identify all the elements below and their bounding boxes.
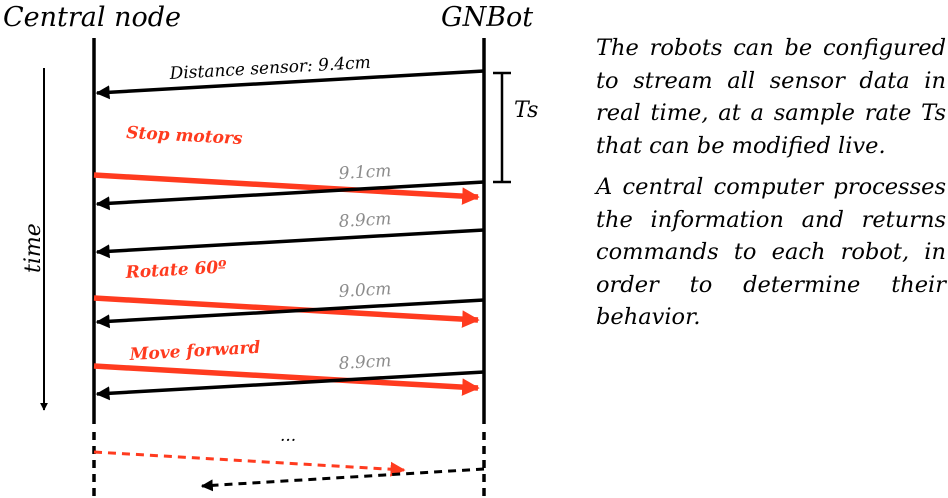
sequence-diagram: Central node GNBot time Ts Distance sens… <box>3 2 538 498</box>
description-paragraph-1: The robots can be configured to stream a… <box>596 35 946 159</box>
command-arrow-rotate <box>93 295 480 328</box>
future-command-arrow <box>93 450 406 477</box>
time-axis-label: time <box>21 223 46 273</box>
sensor-arrow-1 <box>95 69 485 100</box>
sensor-label-5: 8.9cm <box>338 351 392 374</box>
ts-label: Ts <box>514 98 538 123</box>
future-sensor-arrow <box>200 467 485 492</box>
sensor-arrow-2 <box>95 180 485 211</box>
command-label-move-forward: Move forward <box>128 338 261 365</box>
sensor-arrow-5 <box>95 370 485 401</box>
description-paragraph-2: A central computer processes the informa… <box>596 174 946 330</box>
sensor-label-4: 9.0cm <box>338 279 392 302</box>
sensor-arrow-3 <box>95 228 485 259</box>
command-arrow-stop-motors <box>93 172 480 205</box>
command-arrow-move-forward <box>93 363 480 396</box>
sensor-arrow-4 <box>95 298 485 329</box>
central-node-label: Central node <box>3 2 181 33</box>
gnbot-label: GNBot <box>441 2 533 33</box>
command-label-rotate: Rotate 60º <box>124 257 228 283</box>
sensor-label-2: 9.1cm <box>338 161 392 184</box>
sensor-label-3: 8.9cm <box>338 209 392 232</box>
command-label-stop-motors: Stop motors <box>126 123 244 149</box>
description-panel: The robots can be configured to stream a… <box>596 32 946 334</box>
continuation-ellipsis: ... <box>280 426 296 446</box>
